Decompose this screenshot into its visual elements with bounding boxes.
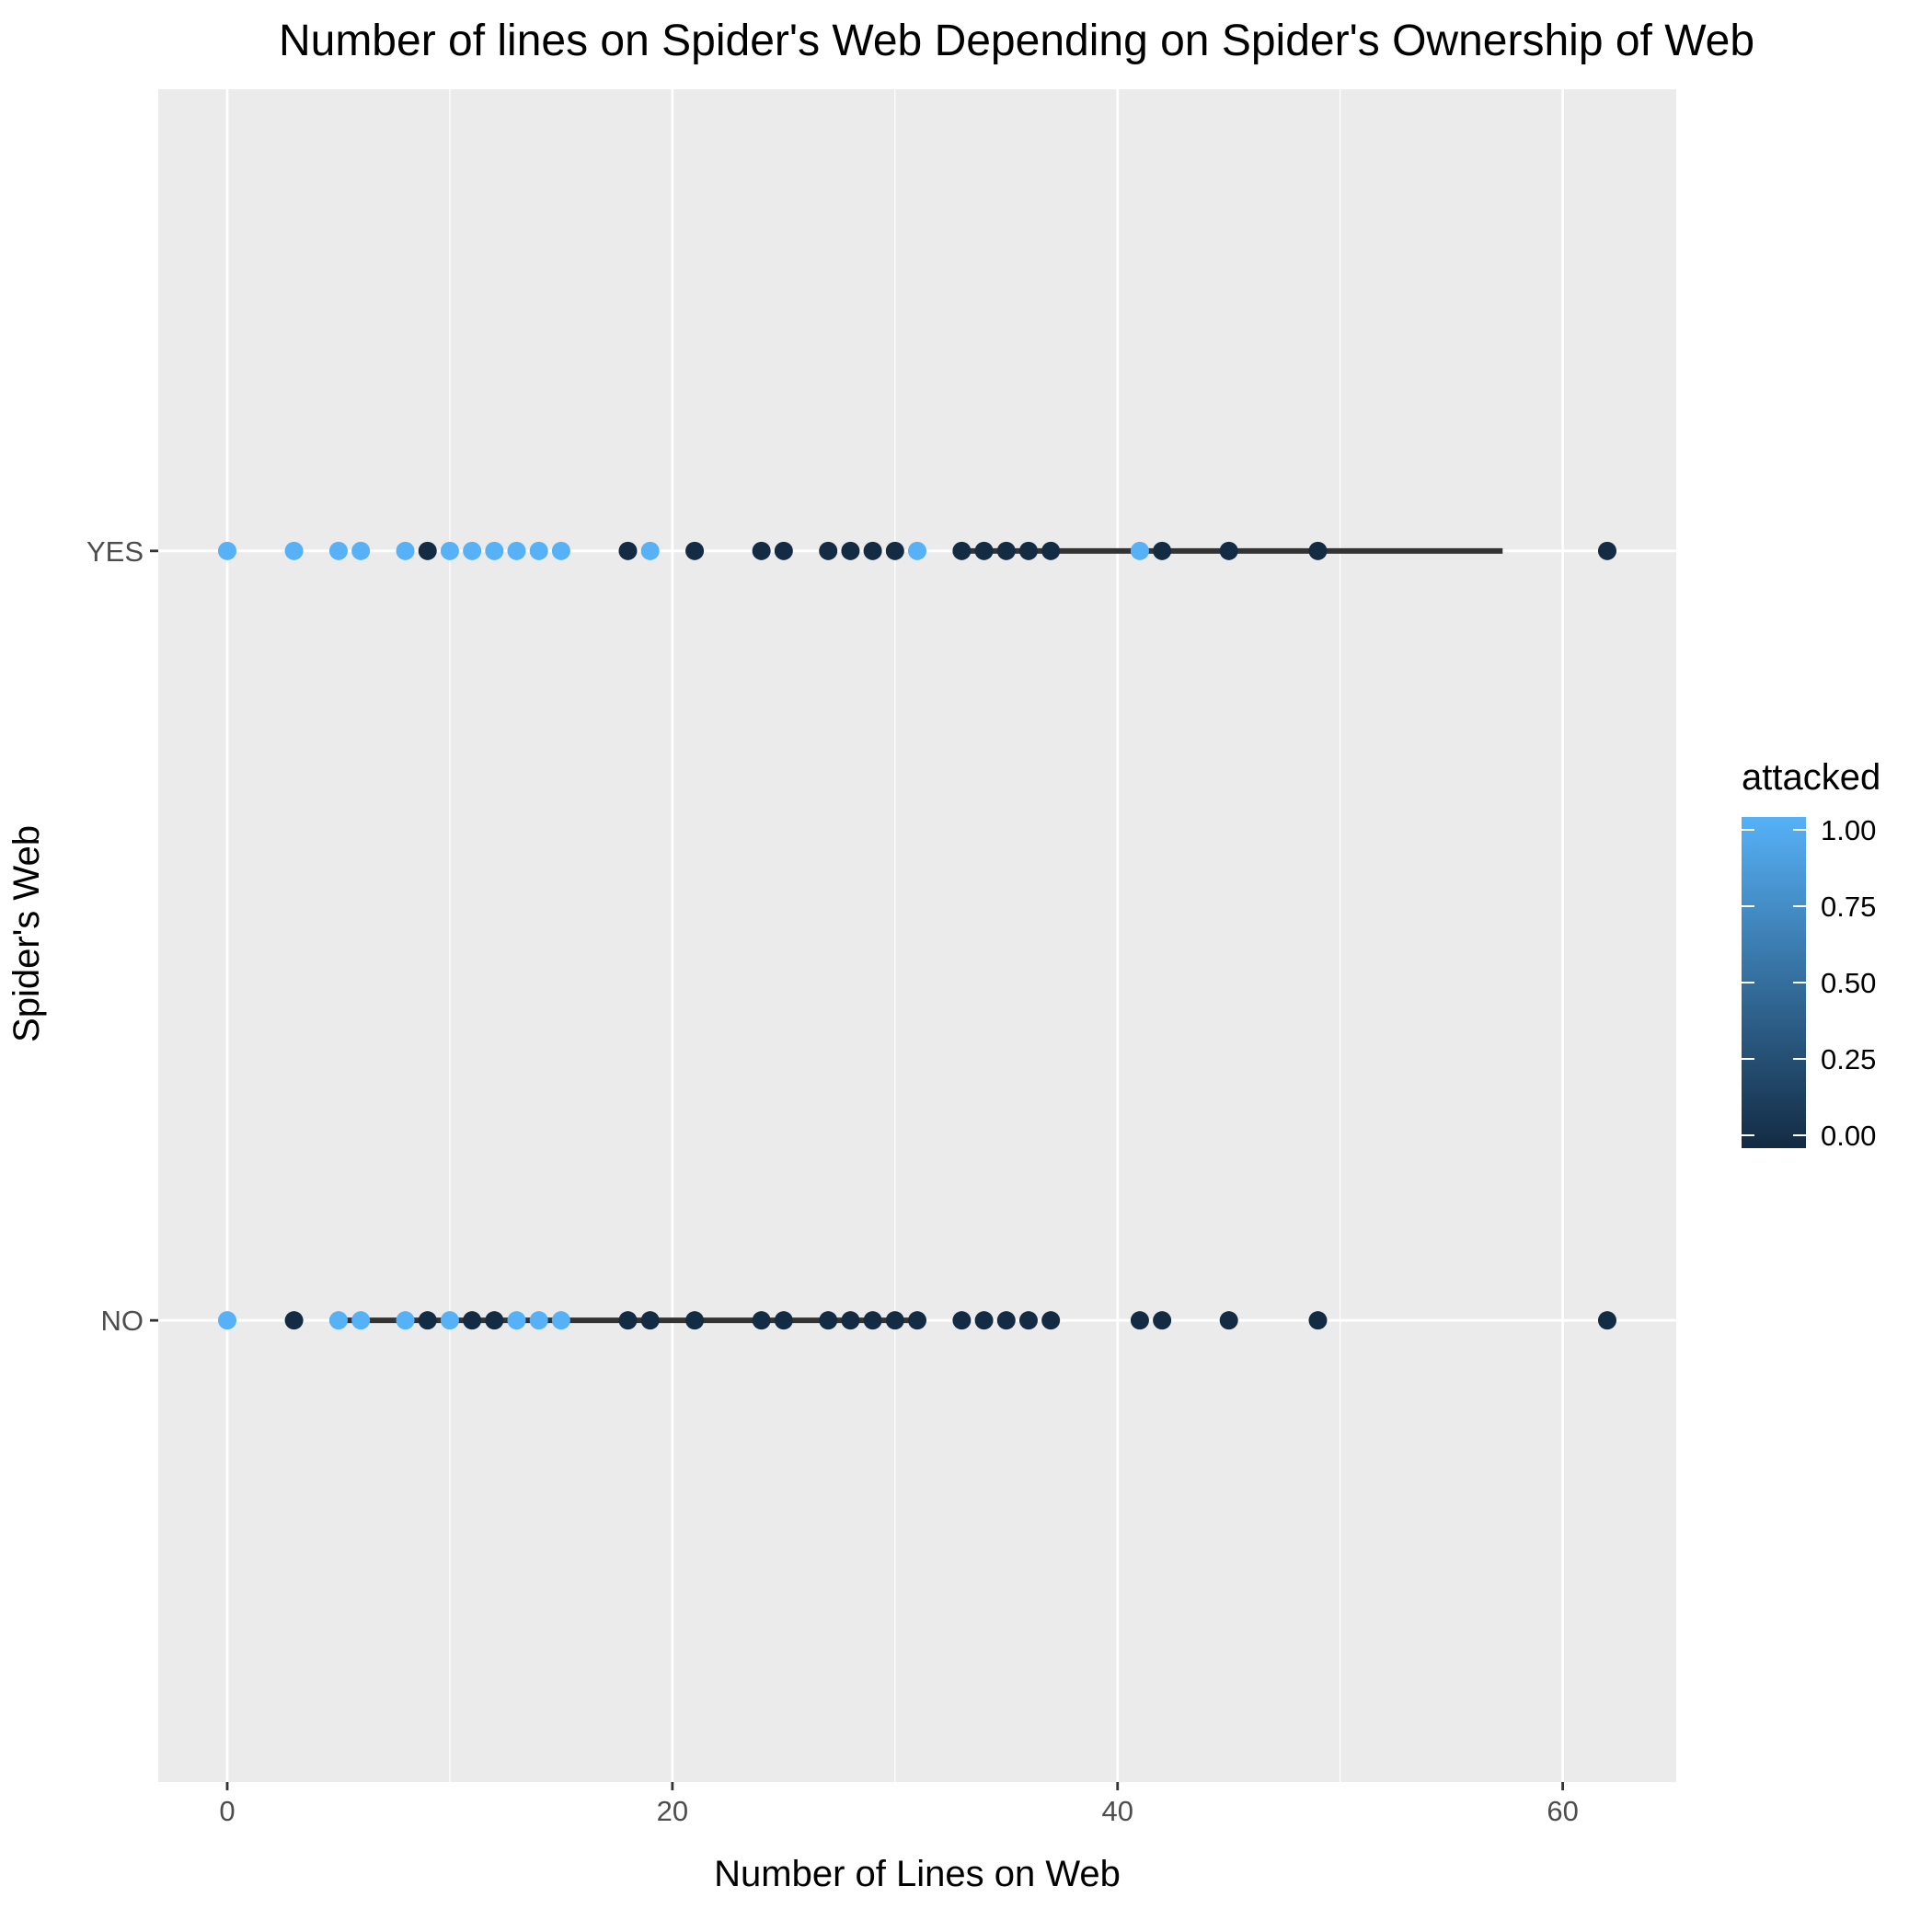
y-tick-label: YES [86,535,144,568]
data-point [351,1311,371,1330]
x-tick-label: 20 [657,1795,688,1827]
y-tick-label: NO [101,1305,144,1337]
data-point [440,1311,459,1330]
data-point [507,1311,526,1330]
data-point [551,1311,570,1330]
data-point [952,541,972,560]
data-point [752,1311,771,1330]
data-point [996,1311,1016,1330]
data-point [863,1311,882,1330]
data-point [284,1311,304,1330]
data-point [996,541,1016,560]
colorbar-label: 0.00 [1821,1120,1876,1152]
data-point [618,541,638,560]
y-axis-title: Spider's Web [6,825,47,1042]
data-point [640,541,660,560]
data-point [463,1311,482,1330]
data-point [841,1311,860,1330]
data-point [396,1311,415,1330]
legend-title: attacked [1742,757,1880,798]
data-point [463,541,482,560]
data-point [885,541,904,560]
data-point [328,1311,348,1330]
data-point [752,541,771,560]
data-point [218,541,236,560]
data-point [908,1311,926,1330]
x-tick-label: 60 [1547,1795,1578,1827]
data-point [529,541,548,560]
data-point [640,1311,660,1330]
data-point [440,541,459,560]
data-points [218,541,1616,1330]
data-point [774,1311,793,1330]
data-point [841,541,860,560]
data-point [507,541,526,560]
data-point [885,1311,904,1330]
colorbar-label: 0.50 [1821,967,1876,999]
plot-panel [158,89,1676,1782]
data-point [396,541,415,560]
data-point [863,541,882,560]
data-point [774,541,793,560]
data-point [974,541,994,560]
data-point [1041,541,1061,560]
data-point [1153,541,1172,560]
data-point [485,541,504,560]
data-point [418,541,437,560]
legend: attacked 0.00 0.25 0.50 0.75 1.00 [1742,757,1880,1152]
data-point [974,1311,994,1330]
data-point [1598,541,1616,560]
data-point [1018,1311,1038,1330]
data-point [1130,541,1149,560]
data-point [908,541,926,560]
data-point [218,1311,236,1330]
colorbar-label: 0.25 [1821,1043,1876,1075]
data-point [618,1311,638,1330]
data-point [1041,1311,1061,1330]
chart-title: Number of lines on Spider's Web Dependin… [279,17,1754,65]
data-point [952,1311,972,1330]
x-tick-label: 0 [219,1795,235,1827]
data-point [284,541,304,560]
data-point [819,1311,838,1330]
data-point [1130,1311,1149,1330]
data-point [418,1311,437,1330]
data-point [485,1311,504,1330]
data-point [685,541,705,560]
data-point [1018,541,1038,560]
data-point [351,541,371,560]
data-point [328,541,348,560]
x-axis-title: Number of Lines on Web [714,1854,1121,1894]
colorbar-label: 0.75 [1821,891,1876,923]
data-point [1308,541,1328,560]
data-point [1219,541,1238,560]
x-tick-label: 40 [1101,1795,1133,1827]
data-point [819,541,838,560]
axes: 0 20 40 60 NO YES [86,535,1579,1827]
data-point [551,541,570,560]
data-point [1598,1311,1616,1330]
data-point [1308,1311,1328,1330]
data-point [529,1311,548,1330]
colorbar-label: 1.00 [1821,814,1876,846]
data-point [1219,1311,1238,1330]
data-point [685,1311,705,1330]
data-point [1153,1311,1172,1330]
